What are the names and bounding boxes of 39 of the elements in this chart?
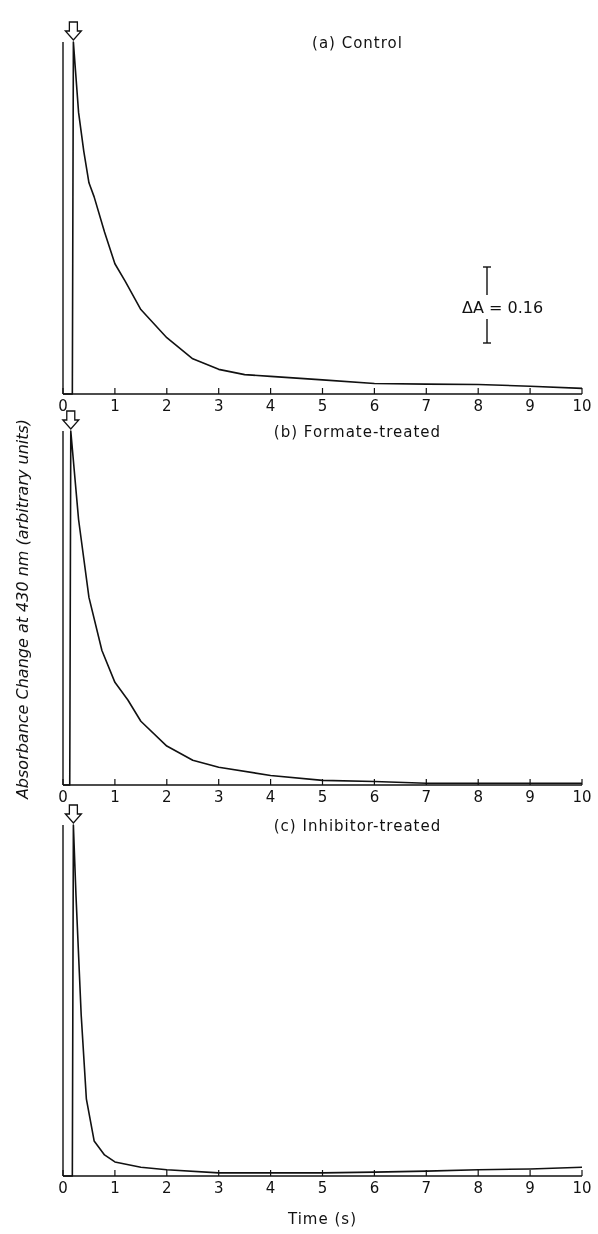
annotation: ΔA = 0.16 [462, 298, 544, 317]
x-tick-label: 6 [369, 1179, 380, 1197]
x-tick-label: 4 [265, 397, 276, 415]
x-tick-label: 9 [525, 397, 535, 415]
x-tick-label: 9 [525, 1179, 535, 1197]
x-tick-label: 8 [473, 397, 483, 415]
x-tick-label: 5 [317, 397, 328, 415]
y-axis-title: Absorbance Change at 430 nm (arbitrary units) [13, 418, 32, 801]
x-tick-label: 10 [572, 397, 592, 415]
x-tick-label: 10 [572, 1179, 592, 1197]
x-tick-label: 8 [473, 788, 483, 806]
x-tick-label: 0 [58, 397, 68, 415]
x-tick-label: 3 [213, 788, 224, 806]
x-tick-label: 8 [473, 1179, 483, 1197]
x-tick-label: 1 [110, 397, 120, 415]
x-tick-label: 10 [572, 788, 592, 806]
x-tick-label: 4 [265, 1179, 276, 1197]
x-tick-label: 7 [421, 788, 432, 806]
chart-title: (a) Control [312, 34, 403, 52]
x-tick-label: 5 [317, 788, 328, 806]
x-tick-label: 6 [369, 788, 380, 806]
x-tick-label: 1 [110, 788, 120, 806]
x-tick-label: 3 [213, 1179, 224, 1197]
x-tick-label: 7 [421, 397, 432, 415]
x-tick-label: 6 [369, 397, 380, 415]
x-tick-label: 2 [162, 1179, 172, 1197]
x-tick-label: 1 [110, 1179, 120, 1197]
x-tick-label: 3 [213, 397, 224, 415]
chart-title: (b) Formate-treated [273, 423, 442, 441]
x-tick-label: 9 [525, 788, 535, 806]
x-tick-label: 7 [421, 1179, 432, 1197]
x-tick-label: 5 [317, 1179, 328, 1197]
x-tick-label: 0 [58, 1179, 68, 1197]
x-tick-label: 4 [265, 788, 276, 806]
x-axis-title: Time (s) [287, 1210, 357, 1228]
x-tick-label: 2 [162, 788, 172, 806]
x-tick-label: 0 [58, 788, 68, 806]
chart-title: (c) Inhibitor-treated [273, 817, 442, 835]
x-tick-label: 2 [162, 397, 172, 415]
